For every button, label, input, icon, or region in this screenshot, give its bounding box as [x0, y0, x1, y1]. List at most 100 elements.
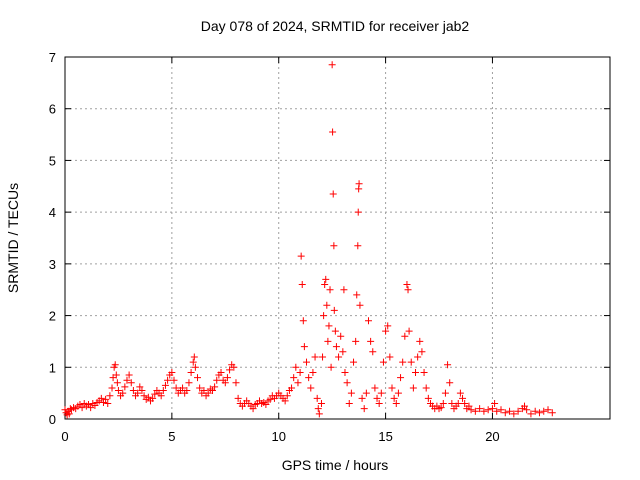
data-point — [337, 332, 345, 340]
data-point — [157, 392, 165, 400]
y-tick-label: 7 — [49, 50, 56, 65]
data-point — [191, 363, 199, 371]
data-point — [388, 384, 396, 392]
data-point — [136, 383, 144, 391]
data-point — [352, 337, 360, 345]
data-point — [290, 374, 298, 382]
data-point — [134, 389, 142, 397]
data-point — [343, 379, 351, 387]
data-point — [480, 407, 488, 415]
data-point — [113, 379, 121, 387]
data-point — [292, 363, 300, 371]
data-point — [61, 406, 69, 414]
data-point — [307, 384, 315, 392]
data-point — [232, 379, 240, 387]
data-point — [223, 374, 231, 382]
data-point — [123, 376, 131, 384]
data-point — [281, 397, 289, 405]
data-point — [326, 286, 334, 294]
data-point — [78, 404, 86, 412]
data-point — [190, 353, 198, 361]
data-point — [401, 332, 409, 340]
data-point — [323, 301, 331, 309]
data-point — [375, 399, 383, 407]
data-point — [418, 348, 426, 356]
plot-frame — [64, 56, 611, 420]
data-point — [325, 322, 333, 330]
data-point — [161, 381, 169, 389]
y-tick-label: 6 — [49, 102, 56, 117]
data-point — [491, 399, 499, 407]
data-point — [420, 368, 428, 376]
data-point — [355, 180, 363, 188]
data-point — [345, 399, 353, 407]
chart-title: Day 078 of 2024, SRMTID for receiver jab… — [201, 18, 470, 34]
data-point — [217, 368, 225, 376]
data-point — [444, 361, 452, 369]
data-point — [299, 317, 307, 325]
data-point — [506, 407, 514, 415]
data-point — [340, 286, 348, 294]
axis-ticks: 0 5 10 15 20 0 1 2 3 4 5 6 7 — [49, 50, 610, 444]
y-tick-label: 4 — [49, 205, 56, 220]
data-point — [354, 242, 362, 250]
data-point — [412, 368, 420, 376]
data-point — [112, 371, 120, 379]
data-point — [531, 407, 539, 415]
x-tick-label: 15 — [378, 429, 392, 444]
data-point — [65, 410, 73, 418]
data-point — [454, 399, 462, 407]
data-point — [493, 407, 501, 415]
data-point — [456, 389, 464, 397]
data-point — [324, 337, 332, 345]
data-point — [403, 281, 411, 289]
data-point — [213, 376, 221, 384]
data-point — [187, 368, 195, 376]
x-tick-label: 5 — [168, 429, 175, 444]
data-point — [140, 392, 148, 400]
data-point — [350, 358, 358, 366]
data-point — [151, 390, 159, 398]
data-point — [189, 358, 197, 366]
data-point — [514, 407, 522, 415]
data-point — [379, 358, 387, 366]
data-point — [328, 61, 336, 69]
data-point — [527, 410, 535, 418]
data-point — [262, 401, 270, 409]
data-point — [127, 379, 135, 387]
data-point — [404, 286, 412, 294]
data-point — [548, 409, 556, 417]
data-point — [234, 394, 242, 402]
data-point — [87, 404, 95, 412]
data-point — [399, 358, 407, 366]
data-point — [414, 353, 422, 361]
data-point — [208, 387, 216, 395]
y-tick-label: 3 — [49, 257, 56, 272]
data-point — [200, 387, 208, 395]
data-point — [322, 275, 330, 283]
data-point — [544, 406, 552, 414]
data-point — [373, 394, 381, 402]
data-point — [119, 389, 127, 397]
data-point — [172, 384, 180, 392]
data-point — [320, 312, 328, 320]
data-point — [335, 353, 343, 361]
data-point — [230, 363, 238, 371]
data-point — [104, 399, 112, 407]
data-point — [226, 366, 234, 374]
data-point — [465, 402, 473, 410]
data-point — [354, 208, 362, 216]
y-tick-label: 1 — [49, 360, 56, 375]
data-point — [266, 395, 274, 403]
data-point — [535, 409, 543, 417]
data-point — [382, 327, 390, 335]
data-point — [138, 387, 146, 395]
data-point — [329, 190, 337, 198]
data-point — [249, 405, 257, 413]
data-point — [331, 327, 339, 335]
data-point — [317, 399, 325, 407]
data-point — [305, 374, 313, 382]
data-point — [377, 389, 385, 397]
data-point — [424, 394, 432, 402]
data-point — [315, 410, 323, 418]
